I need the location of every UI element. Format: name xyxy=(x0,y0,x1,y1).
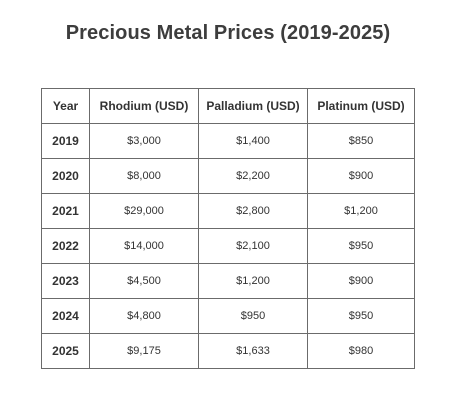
platinum-cell: $980 xyxy=(307,333,415,369)
palladium-cell: $2,200 xyxy=(198,158,308,194)
year-cell: 2022 xyxy=(41,228,90,264)
table-row: 2020 $8,000 $2,200 $900 xyxy=(41,158,415,194)
palladium-cell: $2,800 xyxy=(198,193,308,229)
header-row: Year Rhodium (USD) Palladium (USD) Plati… xyxy=(41,88,415,124)
platinum-cell: $850 xyxy=(307,123,415,159)
platinum-cell: $1,200 xyxy=(307,193,415,229)
year-cell: 2024 xyxy=(41,298,90,334)
palladium-cell: $1,400 xyxy=(198,123,308,159)
column-header-platinum: Platinum (USD) xyxy=(307,88,415,124)
palladium-cell: $1,633 xyxy=(198,333,308,369)
year-cell: 2025 xyxy=(41,333,90,369)
platinum-cell: $950 xyxy=(307,228,415,264)
column-header-year: Year xyxy=(41,88,90,124)
palladium-cell: $950 xyxy=(198,298,308,334)
rhodium-cell: $9,175 xyxy=(89,333,199,369)
rhodium-cell: $8,000 xyxy=(89,158,199,194)
column-header-palladium: Palladium (USD) xyxy=(198,88,308,124)
rhodium-cell: $14,000 xyxy=(89,228,199,264)
table-row: 2025 $9,175 $1,633 $980 xyxy=(41,333,415,369)
platinum-cell: $900 xyxy=(307,263,415,299)
table-row: 2022 $14,000 $2,100 $950 xyxy=(41,228,415,264)
year-cell: 2021 xyxy=(41,193,90,229)
rhodium-cell: $3,000 xyxy=(89,123,199,159)
column-header-rhodium: Rhodium (USD) xyxy=(89,88,199,124)
table-row: 2023 $4,500 $1,200 $900 xyxy=(41,263,415,299)
table-row: 2024 $4,800 $950 $950 xyxy=(41,298,415,334)
palladium-cell: $2,100 xyxy=(198,228,308,264)
year-cell: 2019 xyxy=(41,123,90,159)
palladium-cell: $1,200 xyxy=(198,263,308,299)
rhodium-cell: $4,500 xyxy=(89,263,199,299)
table-title: Precious Metal Prices (2019-2025) xyxy=(65,22,391,44)
table-row: 2021 $29,000 $2,800 $1,200 xyxy=(41,193,415,229)
prices-table: Year Rhodium (USD) Palladium (USD) Plati… xyxy=(41,88,415,369)
platinum-cell: $950 xyxy=(307,298,415,334)
platinum-cell: $900 xyxy=(307,158,415,194)
rhodium-cell: $4,800 xyxy=(89,298,199,334)
year-cell: 2020 xyxy=(41,158,90,194)
year-cell: 2023 xyxy=(41,263,90,299)
rhodium-cell: $29,000 xyxy=(89,193,199,229)
table-row: 2019 $3,000 $1,400 $850 xyxy=(41,123,415,159)
